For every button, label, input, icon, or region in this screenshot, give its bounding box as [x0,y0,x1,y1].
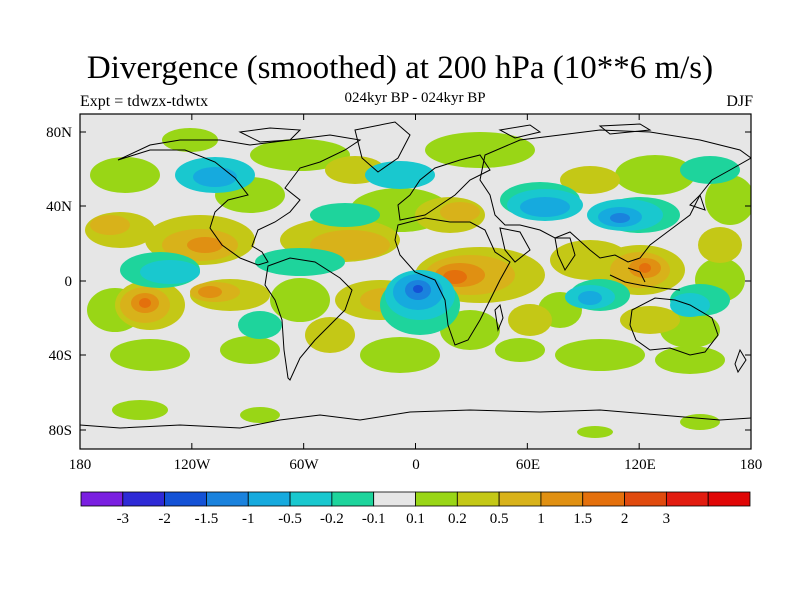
plot-title: Divergence (smoothed) at 200 hPa (10**6 … [86,50,714,86]
lat-label-80n: 80N [46,125,72,141]
lon-label-60w: 60W [289,457,319,473]
lat-label-40n: 40N [46,199,72,215]
colorbar-swatch [247,491,291,507]
colorbar-label: -0.1 [362,511,386,527]
lat-label-40s: 40S [49,348,72,364]
colorbar-label: 1.5 [573,511,592,527]
lon-label-180e: 180 [740,457,763,473]
colorbar-swatch [122,491,166,507]
season-label: DJF [726,93,753,110]
colorbar-swatch [164,491,207,507]
colorbar-label: 2 [621,511,629,527]
lon-label-120e: 120E [624,457,656,473]
colorbar-label: -0.2 [320,511,344,527]
colorbar-swatch [707,491,751,507]
divergence-field [85,128,751,438]
colorbar-swatch [331,491,375,507]
colorbar-label: -1.5 [195,511,219,527]
colorbar-swatch [415,491,458,507]
colorbar-swatch [373,491,416,507]
period-subtitle: 024kyr BP - 024kyr BP [344,90,486,106]
colorbar-label: 3 [663,511,671,527]
longitude-labels: 180 120W 60W 0 60E 120E 180 [69,457,763,473]
colorbar-swatch [206,491,249,507]
latitude-labels: 80N 40N 0 40S 80S [46,125,72,439]
colorbar-swatch [540,491,584,507]
axis-ticks [79,114,752,449]
colorbar-label: 1 [537,511,545,527]
colorbar-label: -3 [117,511,130,527]
colorbar-label: 0.2 [448,511,467,527]
coastlines [80,121,751,429]
colorbar-swatch [456,491,500,507]
colorbar-labels: -3 -2 -1.5 -1 -0.5 -0.2 -0.1 0.1 0.2 0.5 1 1.5 2 3 [117,511,671,527]
colorbar-swatch [665,491,709,507]
colorbar-swatch [289,491,333,507]
lat-label-80s: 80S [49,423,72,439]
colorbar-swatch [80,491,124,507]
lon-label-180w: 180 [69,457,92,473]
lon-label-120w: 120W [174,457,212,473]
experiment-label: Expt = tdwzx-tdwtx [80,93,209,110]
colorbar-label: -2 [158,511,171,527]
colorbar-label: 0.1 [406,511,425,527]
colorbar-label: -0.5 [278,511,302,527]
colorbar-swatch [498,491,542,507]
lon-label-60e: 60E [516,457,540,473]
lon-label-0: 0 [412,457,420,473]
colorbar [80,491,751,507]
colorbar-swatch [624,491,667,507]
colorbar-label: -1 [242,511,255,527]
lat-label-0: 0 [65,274,73,290]
colorbar-label: 0.5 [490,511,509,527]
colorbar-swatch [582,491,625,507]
